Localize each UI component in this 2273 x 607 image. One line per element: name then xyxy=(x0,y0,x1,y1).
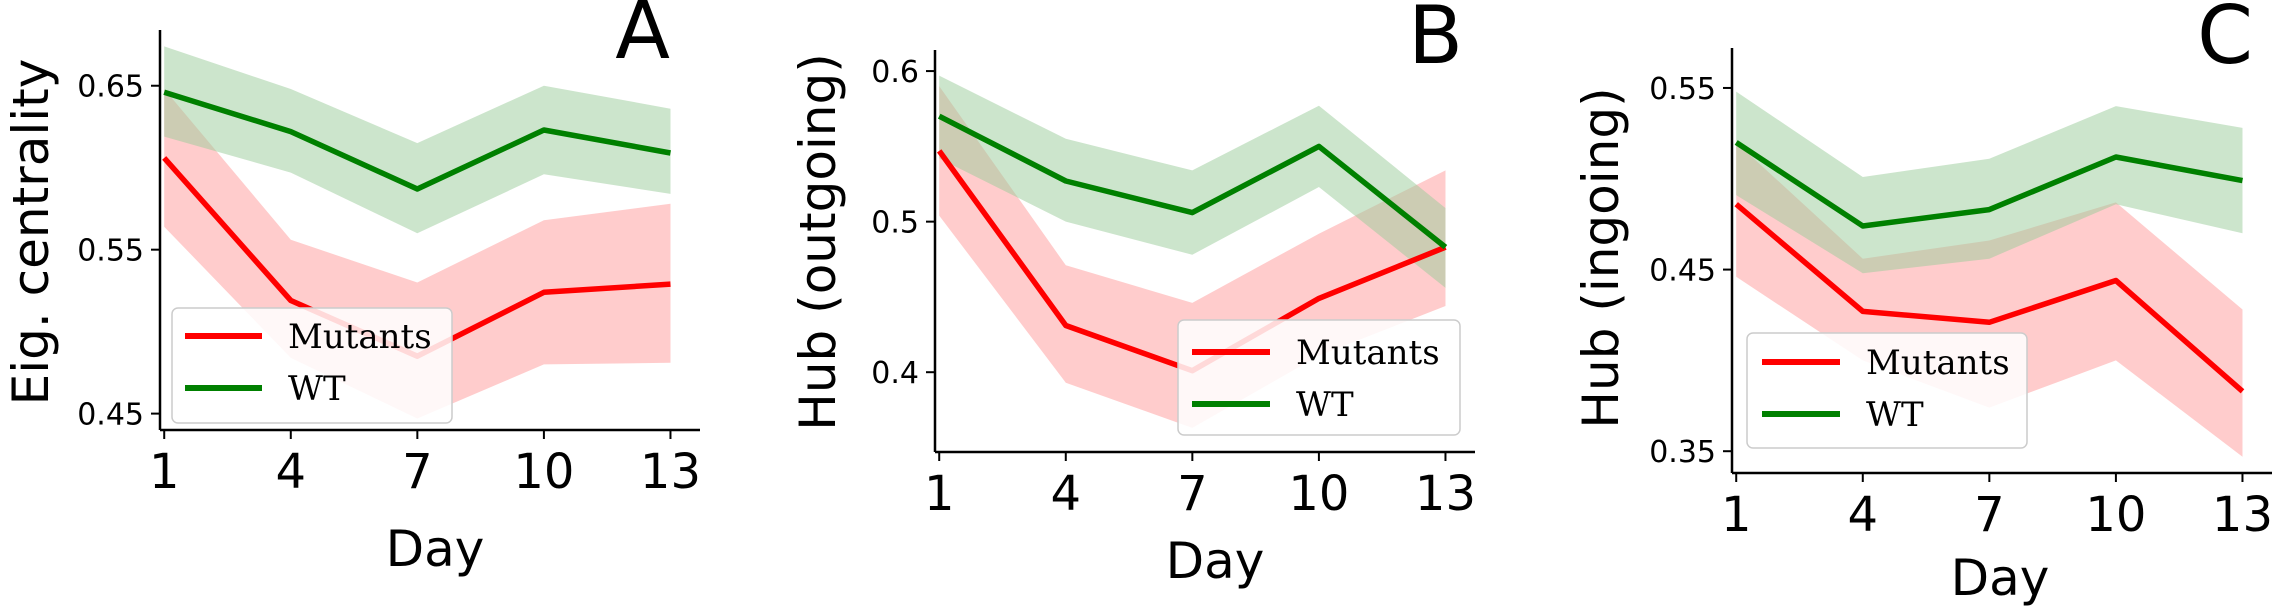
panel-a-xlabel: Day xyxy=(386,520,485,578)
panel-a-xtick-label: 10 xyxy=(513,444,574,500)
panel-c-xtick-label: 4 xyxy=(1848,487,1879,543)
panel-b-ylabel: Hub (outgoing) xyxy=(789,53,847,430)
panel-c-xtick-label: 10 xyxy=(2085,487,2146,543)
panel-c-xtick-label: 13 xyxy=(2212,487,2273,543)
panel-b-legend-wt-label: WT xyxy=(1296,385,1354,425)
panel-a-xtick-label: 7 xyxy=(402,444,433,500)
panel-b-xtick-label: 4 xyxy=(1051,466,1082,522)
panel-c-ylabel: Hub (ingoing) xyxy=(1572,87,1630,428)
panel-b-wt-line xyxy=(937,113,1448,250)
panel-b-xtick-label: 7 xyxy=(1177,466,1208,522)
panel-c-letter: C xyxy=(2197,0,2253,82)
panel-c-xlabel: Day xyxy=(1951,549,2050,607)
panel-a-xtick-label: 13 xyxy=(640,444,701,500)
panel-a-letter: A xyxy=(615,0,670,77)
panel-c-ytick-label: 0.35 xyxy=(1649,435,1716,470)
panel-b-xtick-label: 1 xyxy=(924,466,955,522)
panel-b-wt-band xyxy=(939,75,1446,288)
panel-a: 0.45 0.55 0.65 1 4 7 10 13 A Day Eig. centralit… xyxy=(2,0,701,578)
panel-a-legend-mutants-label: Mutants xyxy=(288,317,432,357)
panel-b-legend-mutants-label: Mutants xyxy=(1296,333,1440,373)
panel-b-letter: B xyxy=(1408,0,1463,82)
panel-c-mutants-band xyxy=(1736,142,2243,457)
panel-b-xtick-label: 13 xyxy=(1415,466,1476,522)
panel-c-wt-line xyxy=(1734,140,2244,229)
panel-a-legend-wt-label: WT xyxy=(288,369,346,409)
panel-a-ytick-label: 0.45 xyxy=(77,398,144,433)
panel-c-ytick-label: 0.55 xyxy=(1649,72,1716,107)
panel-b-ytick-label: 0.4 xyxy=(871,356,919,391)
panel-a-ytick-label: 0.65 xyxy=(77,70,144,105)
panel-a-ytick-label: 0.55 xyxy=(77,234,144,269)
panel-c-legend-wt-label: WT xyxy=(1866,395,1924,435)
panel-b-plot: 0.4 0.5 0.6 1 4 7 10 13 xyxy=(871,50,1476,522)
panel-c: 0.350.450.551 4 7 10 13 C Day Hub (ingoing) … xyxy=(1572,0,2273,607)
panel-a-ylabel: Eig. centrality xyxy=(2,59,60,406)
panel-a-wt-line xyxy=(163,89,671,192)
panel-c-xtick-label: 7 xyxy=(1974,487,2005,543)
panel-a-xtick-label: 4 xyxy=(276,444,307,500)
panel-c-mutants-line xyxy=(1734,202,2245,394)
panel-c-legend: Mutants WT xyxy=(1746,332,2028,449)
panel-c-xtick-label: 1 xyxy=(1721,487,1752,543)
panel-b-ytick-label: 0.6 xyxy=(871,55,919,90)
panel-a-legend: Mutants WT xyxy=(171,307,453,424)
panel-c-legend-mutants-label: Mutants xyxy=(1866,343,2010,383)
panel-b-legend: Mutants WT xyxy=(1177,319,1461,436)
panel-a-plot: 0.45 0.55 0.65 1 4 7 10 13 xyxy=(77,30,701,500)
panel-b-xlabel: Day xyxy=(1166,532,1265,590)
panel-b-xtick-label: 10 xyxy=(1288,466,1349,522)
panel-a-xtick-label: 1 xyxy=(149,444,180,500)
panel-b-ytick-label: 0.5 xyxy=(871,206,919,241)
panel-c-ytick-label: 0.45 xyxy=(1649,254,1716,289)
panel-c-plot: 0.35 0.45 0.55 1 4 7 10 13 xyxy=(1649,48,2273,543)
panel-a-wt-band xyxy=(164,46,671,234)
panel-b: 0.4 0.5 0.6 1 4 7 10 13 B Day Hub (outgoing) Mu… xyxy=(789,0,1476,590)
